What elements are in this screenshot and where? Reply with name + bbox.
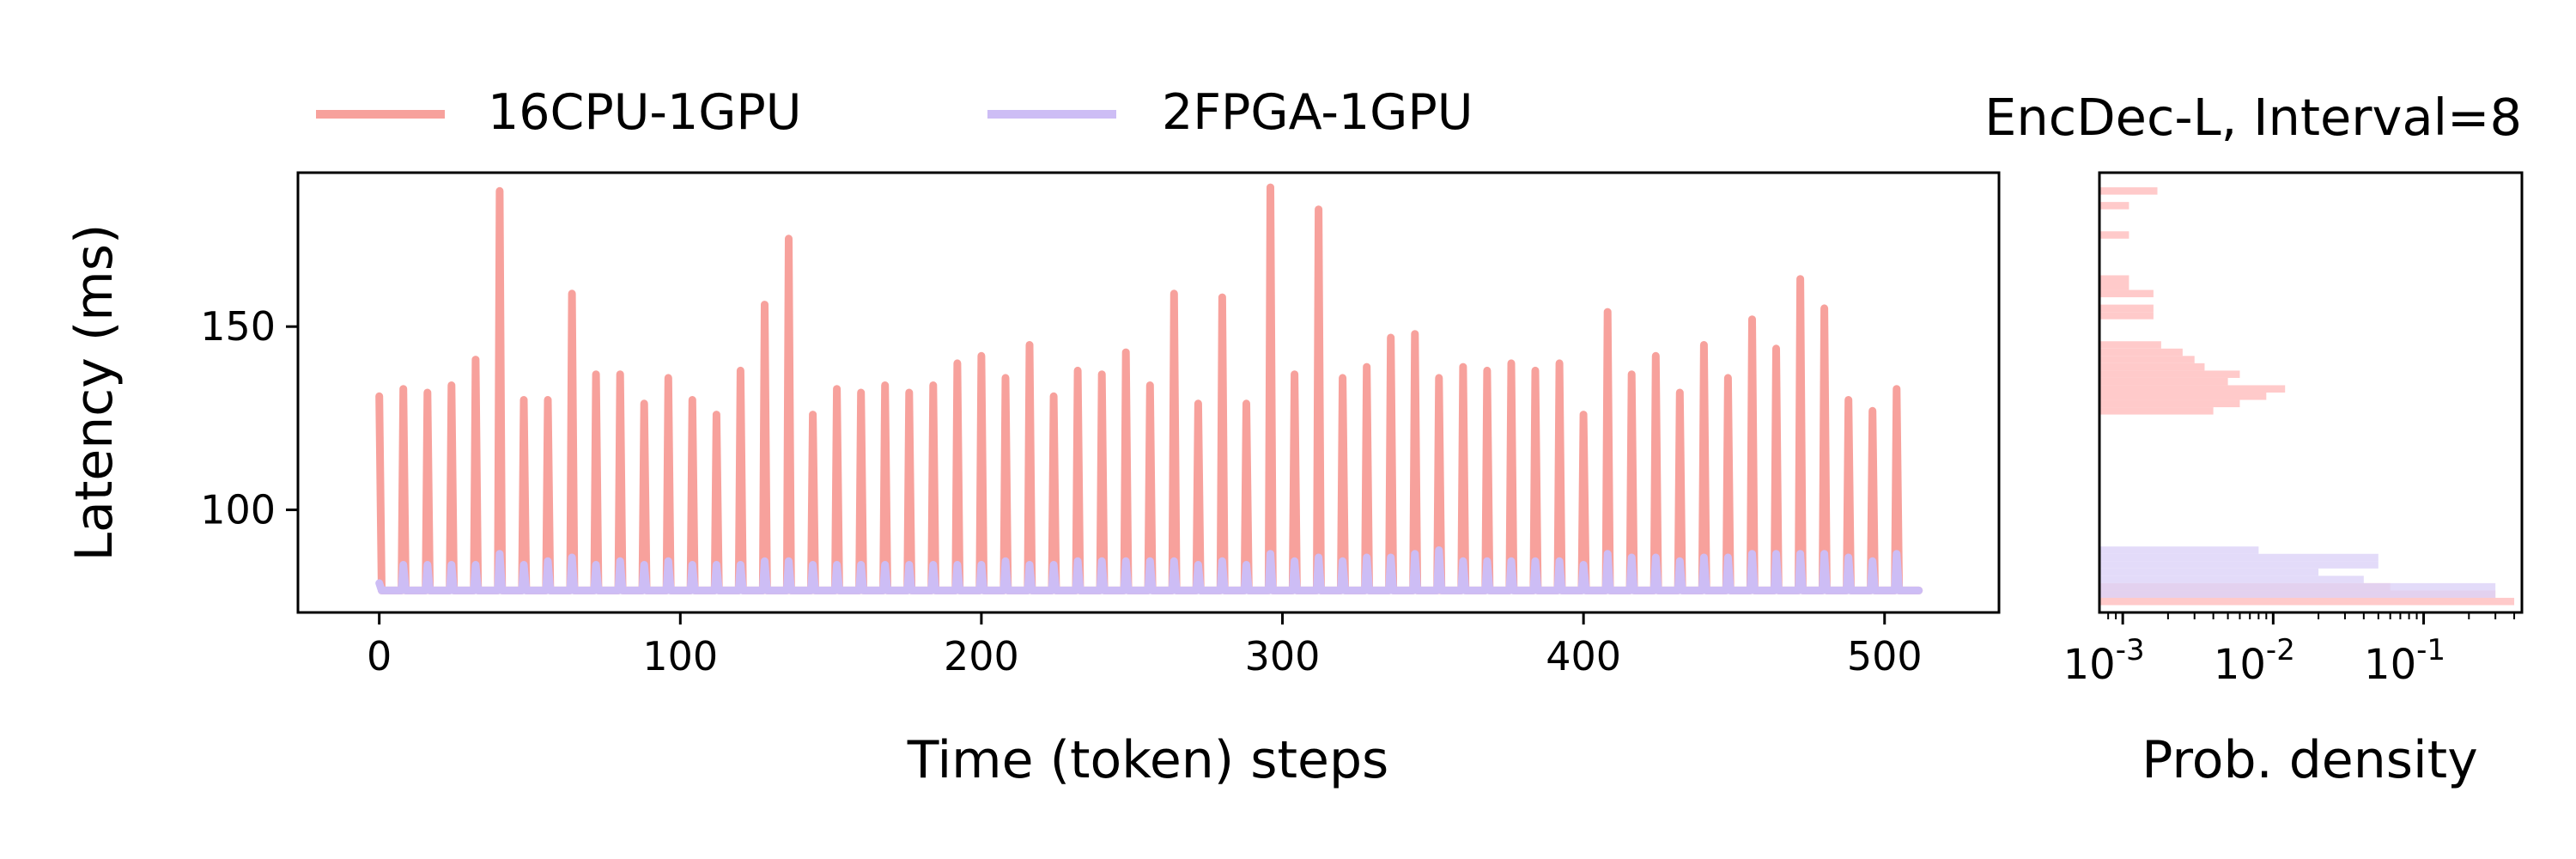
density-histogram: 10-3 10-2 10-1 Prob. density: [2063, 171, 2524, 790]
latency-series-group: [375, 183, 1923, 594]
legend-label-2fpga: 2FPGA-1GPU: [1162, 84, 1473, 141]
latency-y-axis-label: Latency (ms): [64, 224, 125, 562]
hist-bar-2fpga: [2099, 582, 2496, 591]
density-tick-label: 10-3: [2063, 633, 2145, 689]
hist-bar-16cpu: [2099, 377, 2228, 386]
hist-bar-16cpu: [2099, 407, 2214, 415]
legend: 16CPU-1GPU 2FPGA-1GPU: [316, 84, 1473, 141]
x-tick-label: 100: [642, 633, 718, 679]
hist-bar-2fpga: [2099, 576, 2364, 583]
hist-bar-16cpu: [2099, 275, 2129, 283]
x-tick-label: 0: [367, 633, 392, 679]
density-tick-label: 10-1: [2364, 633, 2445, 689]
hist-bar-16cpu: [2099, 393, 2267, 400]
hist-bar-2fpga: [2099, 590, 2496, 598]
density-x-ticks: 10-3 10-2 10-1: [2063, 612, 2516, 689]
hist-bar-2fpga: [2099, 553, 2379, 562]
latency-chart: 0 100 200 300 400 500 100 150 Time (token) ste…: [64, 171, 2001, 790]
hist-bar-16cpu: [2099, 399, 2240, 408]
series-line-2fpga: [375, 546, 1923, 594]
panel-title: EncDec-L, Interval=8: [1984, 88, 2522, 147]
x-tick-label: 200: [944, 633, 1019, 679]
hist-bar-16cpu: [2099, 289, 2154, 298]
hist-bar-16cpu: [2099, 356, 2195, 363]
hist-bar-16cpu: [2099, 341, 2161, 349]
latency-x-axis-label: Time (token) steps: [907, 730, 1389, 790]
hist-bar-16cpu: [2099, 348, 2183, 356]
hist-bar-2fpga: [2099, 546, 2259, 554]
latency-x-ticks: 0 100 200 300 400 500: [367, 612, 1923, 679]
y-tick-label: 100: [200, 487, 276, 533]
latency-y-ticks: 100 150: [200, 303, 298, 533]
hist-bar-16cpu: [2099, 385, 2286, 393]
hist-bar-16cpu: [2099, 231, 2129, 239]
hist-bar-16cpu: [2099, 362, 2205, 371]
hist-bar-2fpga: [2099, 561, 2379, 569]
density-plot-frame: [2098, 171, 2524, 614]
latency-plot-frame: [296, 171, 2001, 614]
hist-bar-16cpu: [2099, 304, 2154, 313]
x-tick-label: 500: [1847, 633, 1923, 679]
hist-bar-16cpu: [2099, 202, 2129, 210]
hist-bar-16cpu: [2099, 187, 2158, 195]
density-tick-label: 10-2: [2214, 633, 2295, 689]
legend-label-16cpu: 16CPU-1GPU: [488, 84, 802, 141]
density-x-axis-label: Prob. density: [2142, 730, 2477, 790]
x-tick-label: 400: [1546, 633, 1621, 679]
hist-bar-16cpu: [2099, 370, 2240, 378]
hist-bar-16cpu: [2099, 597, 2515, 606]
x-tick-label: 300: [1245, 633, 1321, 679]
y-tick-label: 150: [200, 303, 276, 350]
hist-bar-16cpu: [2099, 312, 2154, 320]
hist-bar-16cpu: [2099, 283, 2129, 290]
series-line-16cpu: [375, 183, 1923, 594]
density-bars-group: [2099, 187, 2515, 606]
hist-bar-2fpga: [2099, 568, 2319, 576]
